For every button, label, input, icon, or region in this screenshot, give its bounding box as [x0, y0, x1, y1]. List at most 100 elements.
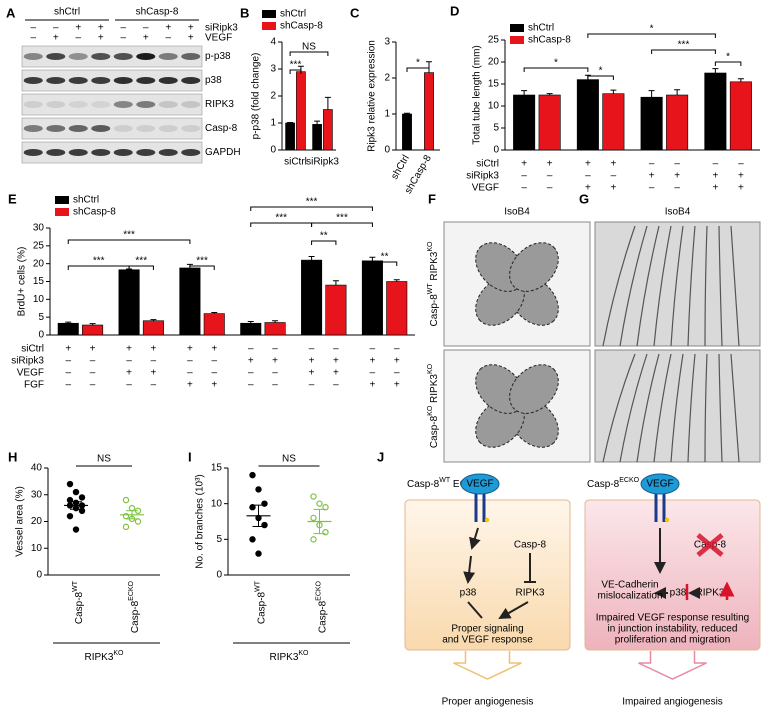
data-point: [134, 518, 142, 525]
data-point: [78, 494, 86, 501]
vessel: [619, 353, 648, 463]
significance-label: NS: [282, 454, 296, 465]
condition-sign: –: [30, 33, 36, 44]
condition-sign: –: [65, 380, 71, 391]
condition-sign: –: [674, 183, 680, 194]
condition-sign: –: [143, 23, 149, 34]
bar: [296, 71, 306, 151]
data-point: [66, 512, 74, 520]
x-tick-label-part: ECKO: [315, 580, 322, 600]
y-tick-label: 20: [33, 258, 45, 269]
data-point: [255, 550, 262, 557]
cell-title-part: WT: [439, 477, 451, 484]
error-bar: [546, 93, 553, 95]
blot-strip: [21, 93, 203, 116]
error-bar: [737, 78, 744, 82]
error-bar: [89, 323, 96, 326]
condition-sign: +: [394, 380, 400, 391]
panel-label: C: [350, 5, 360, 20]
blot-strip: [21, 141, 203, 164]
error-bar: [393, 279, 400, 282]
blot-band: [181, 101, 201, 108]
condition-sign: –: [333, 380, 339, 391]
outcome-text: Impaired VEGF response resulting: [596, 613, 749, 624]
group-label: RIPK3KO: [84, 650, 124, 663]
significance-bracket: [289, 51, 329, 56]
condition-sign: +: [272, 356, 278, 367]
error-bar: [369, 256, 376, 261]
bar: [82, 324, 104, 336]
legend-swatch: [510, 24, 524, 32]
condition-sign: –: [394, 344, 400, 355]
condition-sign: –: [90, 380, 96, 391]
condition-sign: –: [120, 33, 126, 44]
x-tick-label-part: Casp-8: [74, 591, 85, 624]
cell-box: [404, 499, 571, 651]
error-bar: [150, 319, 157, 321]
significance-label: ***: [336, 213, 348, 224]
y-tick-label: 30: [33, 223, 45, 234]
y-tick-label: 0: [216, 570, 222, 581]
condition-sign: +: [53, 33, 59, 44]
cell-title: Casp-8WT EC: [407, 477, 467, 490]
row-label-part: KO: [427, 363, 434, 374]
condition-sign: +: [738, 171, 744, 182]
significance-label: NS: [97, 454, 111, 465]
blot-band: [158, 101, 178, 108]
error-bar: [404, 112, 410, 114]
condition-sign: –: [521, 183, 527, 194]
vessel: [687, 225, 696, 347]
cell-title-part: Casp-8: [587, 479, 620, 490]
legend-label: shCasp-8: [280, 21, 323, 32]
outcome-label: Impaired angiogenesis: [622, 697, 723, 708]
phospho: [484, 517, 490, 523]
y-tick-label: 2: [270, 91, 276, 102]
condition-sign: –: [272, 344, 278, 355]
row-label-part: KO: [427, 405, 434, 416]
outcome-text: and VEGF response: [442, 635, 533, 646]
condition-sign: +: [585, 183, 591, 194]
condition-sign: +: [369, 356, 375, 367]
data-point: [72, 488, 80, 496]
group-label-part: RIPK3: [269, 652, 298, 663]
error-bar: [610, 89, 617, 94]
error-bar: [65, 321, 72, 324]
error-bar: [674, 89, 681, 95]
bar: [325, 284, 347, 336]
vessel: [670, 353, 684, 463]
error-bar: [648, 90, 655, 98]
error-bar: [287, 121, 294, 123]
condition-sign: +: [333, 368, 339, 379]
blot-band: [113, 125, 133, 132]
significance-bracket: [128, 265, 154, 270]
arrow: [469, 527, 481, 550]
bar: [361, 260, 383, 336]
legend-label: shCtrl: [73, 195, 99, 206]
x-tick-label-part: ECKO: [128, 580, 135, 600]
blot-band: [68, 149, 88, 156]
vessel: [687, 353, 696, 463]
blot-band: [158, 53, 178, 60]
row-label-part: RIPK3: [429, 374, 440, 406]
bar: [323, 109, 333, 151]
error-bar: [712, 68, 719, 73]
blot-band: [68, 125, 88, 132]
band-label: p-p38: [205, 51, 231, 62]
data-point: [310, 514, 317, 522]
condition-name: siRipk3: [11, 356, 44, 367]
blot-band: [136, 77, 156, 84]
condition-sign: +: [649, 171, 655, 182]
bar: [576, 79, 599, 151]
blot-band: [158, 77, 178, 84]
blot-band: [68, 53, 88, 60]
condition-sign: +: [309, 368, 315, 379]
condition-sign: –: [394, 368, 400, 379]
receptor-ligand: [460, 473, 500, 495]
blot-band: [91, 101, 111, 108]
row-label: Casp-8WT RIPK3KO: [427, 241, 440, 326]
condition-sign: +: [98, 33, 104, 44]
blot-band: [91, 149, 111, 156]
condition-sign: –: [585, 171, 591, 182]
y-tick-label: 15: [211, 463, 223, 474]
error-bar: [211, 312, 218, 314]
